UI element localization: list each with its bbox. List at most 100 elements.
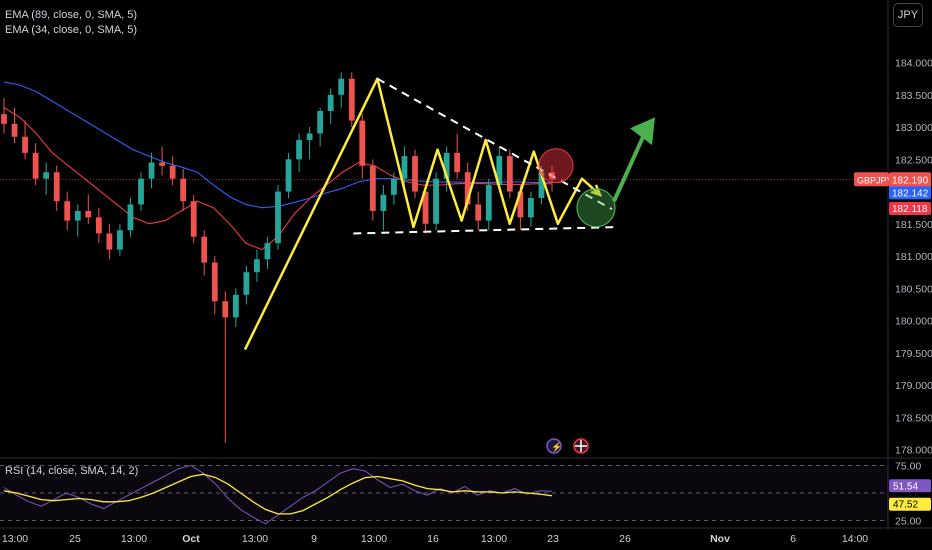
candle-body <box>391 178 397 195</box>
price-tick-label: 179.000 <box>895 380 932 392</box>
candle-body <box>338 78 345 95</box>
candle-body <box>127 204 134 231</box>
last-price-label: 182.190 <box>892 175 929 186</box>
candle-body <box>243 272 250 295</box>
candle-body <box>222 301 229 318</box>
zigzag-arrowhead <box>590 184 603 197</box>
sell-zone-circle <box>538 148 574 184</box>
price-tick-label: 182.500 <box>895 154 932 166</box>
candle-body <box>401 156 408 179</box>
candle-body <box>506 156 513 192</box>
candle-body <box>159 162 165 166</box>
rsi-value-label: 51.54 <box>893 481 918 492</box>
candle-body <box>53 172 60 202</box>
time-tick-label: 26 <box>619 533 631 545</box>
rsi-tick-label: 25.00 <box>895 516 921 528</box>
price-tick-label: 180.500 <box>895 283 932 295</box>
candle-body <box>95 217 102 234</box>
candle-body <box>190 201 197 237</box>
symbol-tag-bg <box>854 172 889 187</box>
time-tick-label: 25 <box>69 533 81 545</box>
candle-body <box>475 204 482 221</box>
candle-body <box>454 152 461 173</box>
time-tick-label: 14:00 <box>842 533 868 545</box>
candle-body <box>369 165 376 211</box>
price-tick-label: 183.000 <box>895 122 932 134</box>
price-tick-label: 178.500 <box>895 412 932 424</box>
time-tick-label: 6 <box>790 533 796 545</box>
candle-body <box>22 136 28 153</box>
time-tick-label: 13:00 <box>242 533 268 545</box>
candle-body <box>485 185 492 221</box>
candle-body <box>359 120 366 166</box>
candle-body <box>517 191 524 218</box>
buy-zone-circle <box>576 188 616 228</box>
candle-body <box>64 201 71 221</box>
price-tick-label: 179.500 <box>895 348 932 360</box>
time-tick-label: 13:00 <box>361 533 387 545</box>
candle-body <box>1 114 7 124</box>
candle-body <box>296 139 302 160</box>
candle-body <box>422 191 429 224</box>
ema-fast-legend[interactable]: EMA (34, close, 0, SMA, 5) <box>5 24 138 36</box>
time-tick-label: 9 <box>311 533 317 545</box>
flash-event-icon <box>546 438 562 454</box>
candle-body <box>148 162 155 179</box>
candle-body <box>496 156 503 186</box>
bullish-arrow-head <box>630 117 655 146</box>
rsi-ma-tag-bg <box>889 497 931 511</box>
price-tick-label: 180.000 <box>895 316 932 328</box>
symbol-tag: GBPJPY <box>857 175 893 185</box>
rsi-value-tag-bg <box>889 479 931 493</box>
candle-body <box>317 110 324 134</box>
ema-fast-tag-bg <box>889 201 931 215</box>
candle-body <box>211 262 218 302</box>
ema-slow-legend[interactable]: EMA (89, close, 0, SMA, 5) <box>5 9 138 21</box>
time-tick-label: 16 <box>427 533 439 545</box>
rsi-ma-line <box>3 473 553 515</box>
price-tick-label: 184.000 <box>895 58 932 70</box>
candle-body <box>43 172 50 179</box>
candle-body <box>254 259 260 273</box>
candle-body <box>180 178 187 202</box>
candle-body <box>138 178 144 205</box>
ema-slow-value-label: 182.142 <box>892 188 929 199</box>
price-tick-label: 183.500 <box>895 90 932 102</box>
candle-body <box>380 194 387 211</box>
rsi-line <box>3 464 553 525</box>
candle-body <box>275 191 281 244</box>
candle-body <box>11 123 18 137</box>
time-tick-label: Nov <box>710 533 730 545</box>
ema-fast-value-label: 182.118 <box>892 204 928 215</box>
bullish-arrow-shaft <box>612 129 648 203</box>
currency-button[interactable]: JPY <box>893 3 923 27</box>
candle-body <box>412 156 418 192</box>
time-tick-label: Oct <box>182 533 200 545</box>
candle-body <box>348 78 355 121</box>
rsi-legend[interactable]: RSI (14, close, SMA, 14, 2) <box>5 465 139 477</box>
zigzag-pattern-line <box>243 77 601 351</box>
candle-body <box>85 210 92 218</box>
time-tick-label: 13:00 <box>121 533 147 545</box>
candle-body <box>433 178 439 224</box>
candle-body <box>443 152 450 179</box>
ema-slow-tag-bg <box>889 186 931 200</box>
candle-body <box>169 165 176 179</box>
candle-body <box>306 133 313 140</box>
candle-body <box>232 294 239 318</box>
rsi-tick-label: 75.00 <box>895 461 921 473</box>
candle-body <box>117 230 123 250</box>
time-tick-label: 13:00 <box>2 533 28 545</box>
candle-body <box>201 236 208 263</box>
rsi-ma-value-label: 47.52 <box>893 500 918 511</box>
candle-body <box>264 243 271 260</box>
candle-body <box>464 172 471 205</box>
support-trendline <box>353 226 619 235</box>
resistance-trendline <box>376 77 613 211</box>
price-tick-label: 178.000 <box>895 445 932 457</box>
flash-event-glyph: ⚡ <box>551 441 562 453</box>
time-tick-label: 23 <box>547 533 559 545</box>
price-tick-label: 181.000 <box>895 251 932 263</box>
candle-body <box>327 94 334 111</box>
